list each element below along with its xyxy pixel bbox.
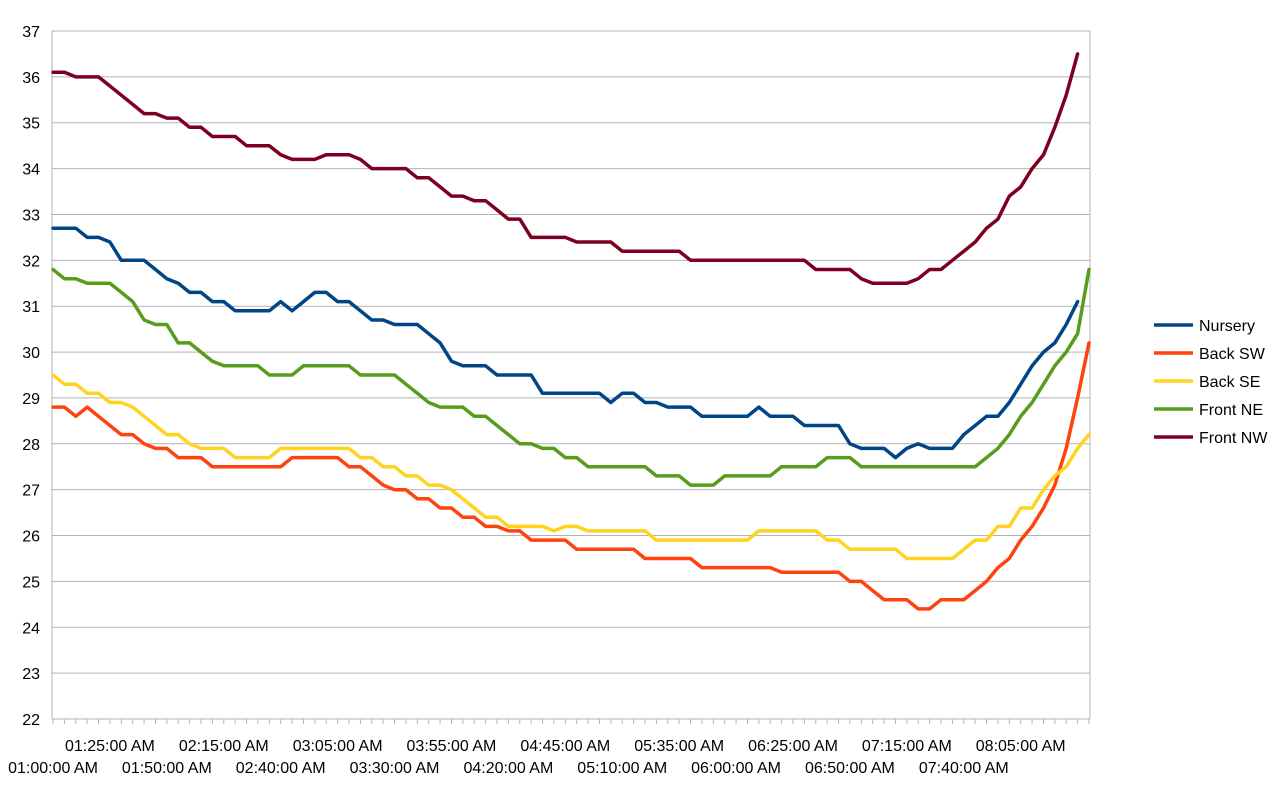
series-line-back-se	[51, 373, 1091, 561]
y-tick-label: 35	[22, 116, 40, 133]
x-tick-label: 05:35:00 AM	[634, 738, 724, 755]
series-line-front-ne	[51, 267, 1091, 487]
x-tick-label: 01:50:00 AM	[122, 760, 212, 777]
y-tick-label: 36	[22, 70, 40, 87]
x-tick-label: 07:15:00 AM	[862, 738, 952, 755]
y-tick-label: 34	[22, 162, 40, 179]
x-tick-label: 04:20:00 AM	[463, 760, 553, 777]
x-tick-label: 02:40:00 AM	[236, 760, 326, 777]
y-tick-label: 30	[22, 345, 40, 362]
y-tick-label: 25	[22, 574, 40, 591]
series-line-nursery	[51, 226, 1080, 460]
plot-area	[51, 52, 1091, 611]
x-tick-label: 05:10:00 AM	[577, 760, 667, 777]
legend-label-front-nw: Front NW	[1199, 430, 1268, 447]
x-tick-label: 06:25:00 AM	[748, 738, 838, 755]
y-tick-label: 22	[22, 712, 40, 729]
axes: 22 23 24 25 26 27 28 29 30 31 32 33 34 35 36 37 01:00:00…	[8, 24, 1090, 777]
y-tick-label: 32	[22, 253, 40, 270]
grid	[51, 30, 1091, 720]
y-tick-label: 23	[22, 666, 40, 683]
x-tick-label: 02:15:00 AM	[179, 738, 269, 755]
legend-label-back-sw: Back SW	[1199, 346, 1266, 363]
y-tick-label: 27	[22, 483, 40, 500]
legend-label-nursery: Nursery	[1199, 318, 1255, 335]
series-line-front-nw	[51, 52, 1080, 286]
x-tick-label: 03:05:00 AM	[293, 738, 383, 755]
legend-label-back-se: Back SE	[1199, 374, 1260, 391]
legend-label-front-ne: Front NE	[1199, 402, 1263, 419]
y-tick-label: 26	[22, 529, 40, 546]
y-tick-label: 29	[22, 391, 40, 408]
x-tick-label: 08:05:00 AM	[976, 738, 1066, 755]
y-tick-label: 28	[22, 437, 40, 454]
x-tick-label: 06:00:00 AM	[691, 760, 781, 777]
y-tick-label: 24	[22, 620, 40, 637]
x-tick-label: 03:55:00 AM	[407, 738, 497, 755]
x-tick-label: 04:45:00 AM	[520, 738, 610, 755]
series-line-back-sw	[51, 341, 1091, 611]
legend: Nursery Back SW Back SE Front NE Front NW	[1154, 318, 1268, 447]
x-tick-label: 01:00:00 AM	[8, 760, 98, 777]
x-tick-label: 01:25:00 AM	[65, 738, 155, 755]
x-tick-label: 03:30:00 AM	[350, 760, 440, 777]
y-tick-label: 37	[22, 24, 40, 41]
y-tick-label: 31	[22, 299, 40, 316]
x-tick-label: 06:50:00 AM	[805, 760, 895, 777]
x-tick-label: 07:40:00 AM	[919, 760, 1009, 777]
y-tick-label: 33	[22, 207, 40, 224]
